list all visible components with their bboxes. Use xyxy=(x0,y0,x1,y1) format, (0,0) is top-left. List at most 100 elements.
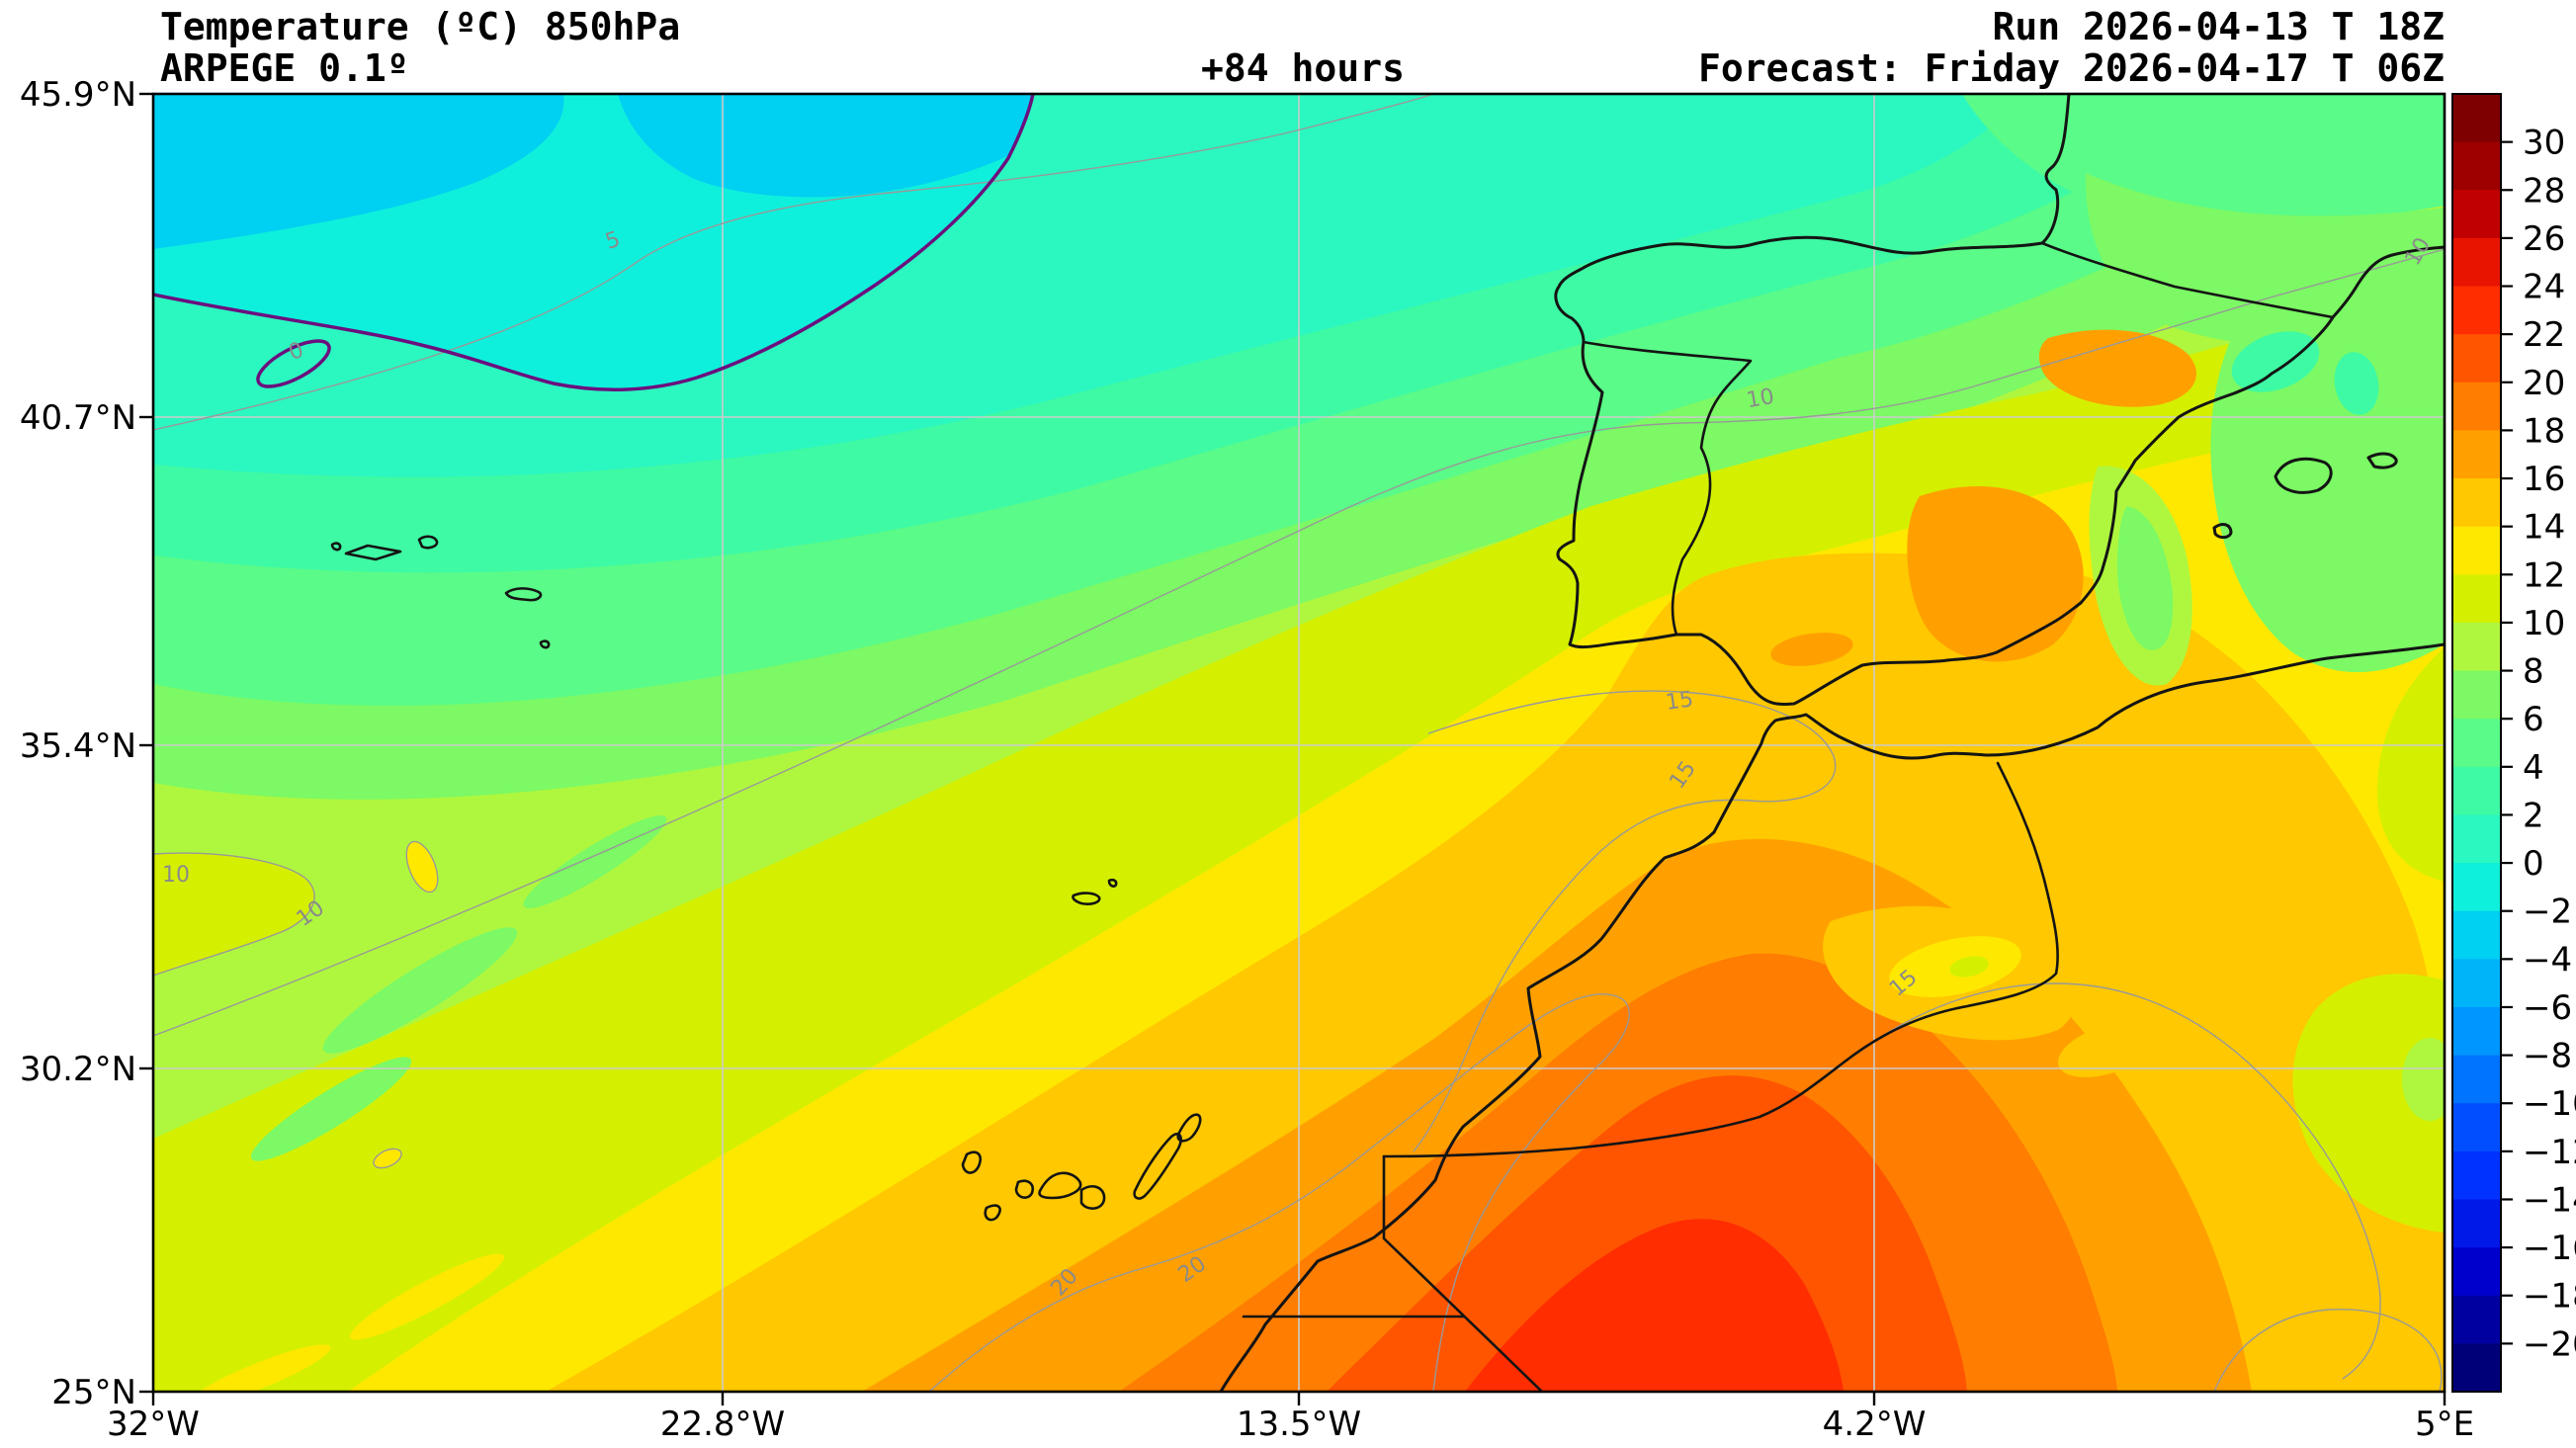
colorbar-segment xyxy=(2452,526,2501,575)
field-blob xyxy=(618,94,1073,198)
colorbar-tick-label: −8 xyxy=(2523,1037,2572,1076)
field-patch xyxy=(523,814,667,909)
colorbar-segment xyxy=(2452,1006,2501,1057)
morocco-algeria-border xyxy=(1382,761,2059,1158)
forecast-label: Forecast: Friday 2026-04-17 T 06Z xyxy=(1698,46,2445,90)
colorbar-tick-label: 16 xyxy=(2523,460,2565,499)
lead-time-label: +84 hours xyxy=(1201,46,1405,90)
run-label: Run 2026-04-13 T 18Z xyxy=(1992,5,2445,48)
lat-tick-label: 35.4°N xyxy=(20,726,136,766)
lat-tick-label: 25°N xyxy=(51,1373,136,1412)
colorbar-tick-label: −2 xyxy=(2523,893,2572,932)
colorbar-segment xyxy=(2452,382,2501,432)
colorbar-tick-label: 10 xyxy=(2523,604,2565,643)
isotherm-contours xyxy=(153,94,2445,1392)
canary-islands xyxy=(961,1113,1202,1222)
spain-portugal-border xyxy=(1582,340,1753,637)
field-patch xyxy=(1907,486,2084,662)
isotherm-15 xyxy=(1413,690,1837,1152)
lon-tick-label: 32°W xyxy=(107,1405,200,1444)
colorbar-segment xyxy=(2452,286,2501,335)
isotherm-5 xyxy=(153,94,1434,431)
colorbar: 302826242220181614121086420−2−4−6−8−10−1… xyxy=(2451,93,2576,1393)
isotherm-10 xyxy=(153,248,2445,1037)
colorbar-tick-label: −4 xyxy=(2523,940,2572,980)
field-blob xyxy=(153,94,564,249)
colorbar-segment xyxy=(2452,237,2501,288)
contour-label-10: 10 xyxy=(1745,384,1776,413)
colorbar-segment xyxy=(2452,910,2501,960)
colorbar-tick-label: 22 xyxy=(2523,315,2565,355)
colorbar-tick-label: 6 xyxy=(2523,700,2544,739)
field-patch xyxy=(1949,956,1989,978)
temperature-field xyxy=(153,94,2445,1392)
field-patch xyxy=(2377,647,2445,882)
colorbar-segment xyxy=(2452,814,2501,864)
colorbar-segment xyxy=(2452,141,2501,191)
field-patch xyxy=(322,927,518,1054)
contour-label-10: 10 xyxy=(162,863,190,888)
field-patch xyxy=(2402,1038,2445,1121)
map-title: Temperature (ºC) 850hPa xyxy=(160,5,680,48)
colorbar-segment xyxy=(2452,670,2501,720)
field-patch xyxy=(2231,331,2320,392)
colorbar-segment xyxy=(2452,766,2501,816)
colorbar-segment xyxy=(2452,1055,2501,1104)
field-patch xyxy=(373,1148,402,1169)
colorbar-segment xyxy=(2452,1150,2501,1201)
isotherm-20 xyxy=(928,993,1630,1392)
field-patch xyxy=(2334,352,2379,415)
colorbar-segment xyxy=(2452,1103,2501,1152)
isotherm-15 xyxy=(2213,1308,2443,1392)
colorbar-tick-label: −12 xyxy=(2523,1133,2576,1172)
colorbar-segment xyxy=(2452,863,2501,912)
lat-tick-label: 45.9°N xyxy=(20,75,136,115)
field-patch xyxy=(1770,633,1853,666)
field-patch xyxy=(2292,974,2445,1233)
colorbar-tick-label: 26 xyxy=(2523,219,2565,259)
colorbar-segment xyxy=(2452,959,2501,1008)
colorbar-tick-label: 0 xyxy=(2523,844,2544,884)
colorbar-segment xyxy=(2452,478,2501,528)
colorbar-segment xyxy=(2452,622,2501,672)
field-patch xyxy=(2210,302,2445,673)
field-patch xyxy=(2085,173,2445,348)
colorbar-tick-label: −14 xyxy=(2523,1180,2576,1220)
colorbar-tick-label: 4 xyxy=(2523,748,2544,788)
field-patch xyxy=(405,840,439,894)
colorbar-segment xyxy=(2452,190,2501,239)
lat-tick-label: 30.2°N xyxy=(20,1050,136,1089)
graticule xyxy=(153,94,2445,1392)
contour-label-15: 15 xyxy=(1664,687,1694,716)
colorbar-tick-label: −20 xyxy=(2523,1324,2576,1364)
colorbar-segment xyxy=(2452,334,2501,383)
lon-tick-label: 22.8°W xyxy=(660,1405,785,1444)
lon-tick-label: 4.2°W xyxy=(1823,1405,1927,1444)
colorbar-tick-label: −18 xyxy=(2523,1277,2576,1317)
lon-tick-label: 5°E xyxy=(2415,1405,2474,1444)
colorbar-segment xyxy=(2452,719,2501,768)
lat-tick-label: 40.7°N xyxy=(20,398,136,438)
colorbar-tick-label: 20 xyxy=(2523,364,2565,403)
sahara-borders xyxy=(1242,1154,1544,1392)
colorbar-segment xyxy=(2452,1199,2501,1248)
isotherm-15 xyxy=(1857,982,2381,1380)
colorbar-segment xyxy=(2452,1343,2501,1393)
colorbar-tick-label: 14 xyxy=(2523,508,2565,548)
colorbar-tick-label: −6 xyxy=(2523,988,2572,1028)
colorbar-segment xyxy=(2452,574,2501,624)
africa-coast xyxy=(1219,642,2445,1392)
colorbar-tick-label: 18 xyxy=(2523,411,2565,451)
field-patch xyxy=(2057,1022,2158,1077)
colorbar-segment xyxy=(2452,430,2501,479)
zero-isotherm xyxy=(153,94,1035,391)
field-patch xyxy=(250,1057,412,1161)
colorbar-frame xyxy=(2451,93,2502,1393)
colorbar-tick-label: 2 xyxy=(2523,796,2544,835)
colorbar-segment xyxy=(2452,94,2501,143)
spain-france-border xyxy=(2040,241,2335,319)
colorbar-segment xyxy=(2452,1295,2501,1344)
header: Temperature (ºC) 850hPa ARPEGE 0.1º +84 … xyxy=(160,5,2445,90)
azores-islands xyxy=(330,535,551,649)
